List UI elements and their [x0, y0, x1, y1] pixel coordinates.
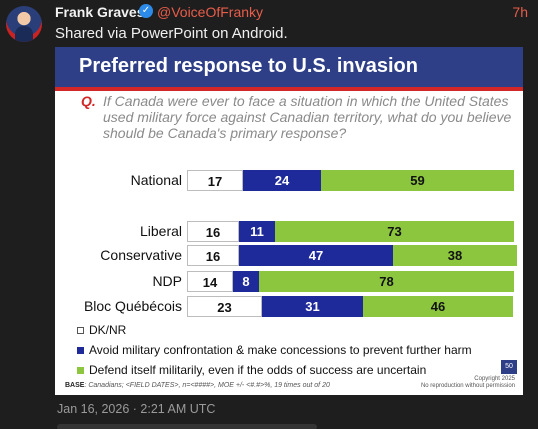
legend-defend: Defend itself militarily, even if the od…	[77, 363, 426, 377]
bar-dk: 16	[187, 221, 239, 242]
author-name[interactable]: Frank Graves	[55, 4, 145, 20]
bar-avoid: 47	[239, 245, 393, 266]
slide-title: Preferred response to U.S. invasion	[79, 55, 418, 77]
post-text: Shared via PowerPoint on Android.	[55, 25, 288, 42]
legend-swatch-defend	[77, 367, 84, 375]
base-text: : Canadians; <FIELD DATES>, n=<####>, MO…	[84, 382, 330, 389]
author-handle[interactable]: @VoiceOfFranky	[157, 4, 264, 20]
copyright-text: Copyright 2025	[474, 376, 515, 382]
bar-defend: 38	[393, 245, 517, 266]
post-time[interactable]: 7h	[512, 4, 528, 20]
legend-defend-label: Defend itself militarily, even if the od…	[89, 363, 427, 377]
legend-swatch-dk	[77, 327, 84, 335]
bar-defend: 78	[259, 271, 514, 292]
base-note: BASE: Canadians; <FIELD DATES>, n=<####>…	[65, 382, 330, 389]
bar-dk: 17	[187, 170, 243, 191]
row-label: Conservative	[100, 247, 182, 263]
legend-dk-label: DK/NR	[89, 323, 127, 337]
row-label: Liberal	[139, 223, 182, 239]
author-avatar[interactable]	[6, 6, 42, 42]
bar-avoid: 31	[262, 296, 363, 317]
stats-row	[57, 424, 317, 429]
row-label: National	[130, 172, 182, 188]
base-label: BASE	[65, 382, 85, 389]
legend-avoid-label: Avoid military confrontation & make conc…	[89, 343, 472, 357]
copyright: Copyright 2025 No reproduction without p…	[421, 376, 515, 390]
bar-dk: 14	[187, 271, 233, 292]
row-label: NDP	[152, 273, 182, 289]
bar-dk: 23	[187, 296, 262, 317]
bar-avoid: 24	[243, 170, 321, 191]
bar-avoid: 11	[239, 221, 275, 242]
slide-title-bar: Preferred response to U.S. invasion	[55, 47, 523, 91]
bar-defend: 59	[321, 170, 514, 191]
legend-avoid: Avoid military confrontation & make conc…	[77, 343, 472, 357]
attached-slide-image[interactable]: Preferred response to U.S. invasion Q. I…	[55, 47, 523, 395]
question-text: If Canada were ever to face a situation …	[103, 93, 512, 141]
post-date[interactable]: Jan 16, 2026 · 2:21 AM UTC	[57, 402, 216, 416]
legend-swatch-avoid	[77, 347, 84, 355]
verified-icon: ✓	[139, 4, 153, 18]
row-label: Bloc Québécois	[83, 298, 182, 314]
bar-dk: 16	[187, 245, 239, 266]
page-number: 50	[501, 360, 517, 374]
question-label: Q.	[81, 93, 96, 109]
bar-defend: 46	[363, 296, 513, 317]
copyright-note: No reproduction without permission	[420, 383, 515, 389]
legend-dk: DK/NR	[77, 323, 126, 337]
bar-avoid: 8	[233, 271, 259, 292]
bar-defend: 73	[275, 221, 514, 242]
